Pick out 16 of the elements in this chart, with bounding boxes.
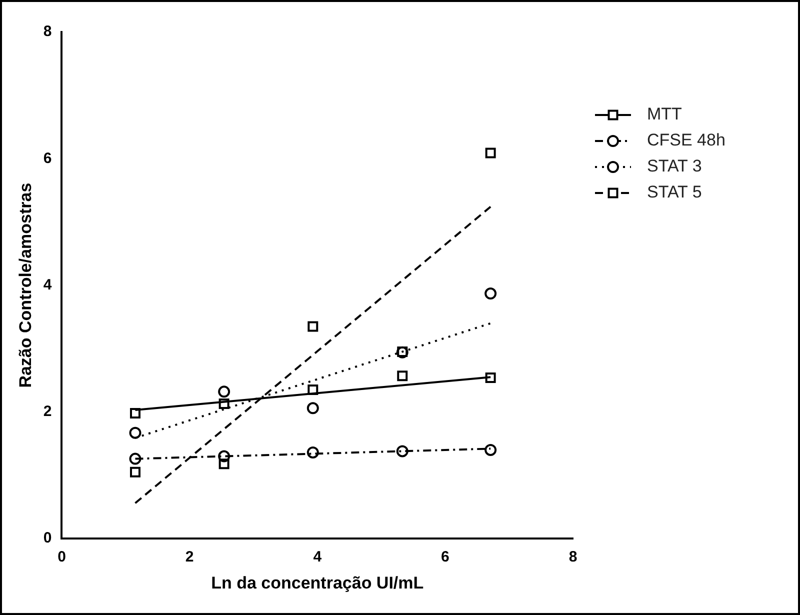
y-axis-title: Razão Controle/amostras <box>16 182 35 388</box>
y-tick-label: 2 <box>43 403 52 420</box>
y-tick-label: 4 <box>43 276 52 294</box>
x-axis-title: Ln da concentração UI/mL <box>211 573 424 592</box>
x-tick-label: 4 <box>313 548 322 566</box>
legend-label: CFSE 48h <box>647 130 726 150</box>
legend-label: STAT 3 <box>647 156 702 176</box>
x-tick-label: 8 <box>568 548 578 566</box>
legend-label: MTT <box>647 104 682 124</box>
legend-label: STAT 5 <box>647 182 702 202</box>
y-tick-label: 6 <box>43 150 52 167</box>
x-tick-label: 6 <box>441 548 450 566</box>
y-tick-label: 0 <box>43 530 52 547</box>
x-tick-label: 0 <box>58 548 66 566</box>
x-tick-label: 2 <box>185 548 194 566</box>
y-tick-label: 8 <box>43 23 52 40</box>
